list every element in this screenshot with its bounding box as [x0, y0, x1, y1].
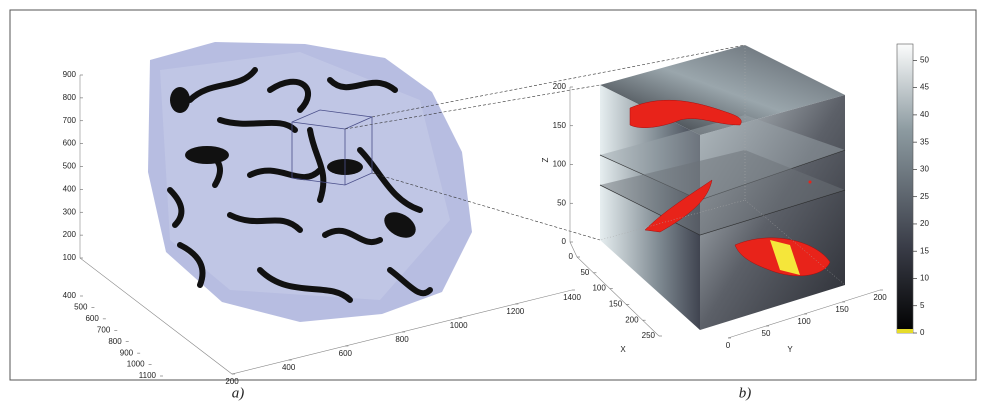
- caption: a): [232, 385, 245, 401]
- axis-label: Z: [541, 157, 550, 162]
- tick-label: 700: [97, 325, 111, 334]
- tick-label: 900: [120, 348, 134, 357]
- tick-label: 1000: [450, 321, 468, 330]
- colorbar-label: 30: [920, 165, 929, 174]
- tick-label: 200: [553, 82, 567, 91]
- tick-label: 1200: [506, 307, 524, 316]
- tick-label: 200: [225, 377, 239, 386]
- colorbar-label: 5: [920, 301, 925, 310]
- tick-label: 50: [580, 268, 589, 277]
- tick-label: 200: [63, 230, 77, 239]
- panel-b-render: [570, 44, 913, 338]
- tick-label: 100: [63, 253, 77, 262]
- tick-label: 50: [762, 329, 771, 338]
- colorbar-label: 25: [920, 192, 929, 201]
- tick-label: 400: [63, 291, 77, 300]
- colorbar-label: 20: [920, 219, 929, 228]
- colorbar-label: 35: [920, 137, 929, 146]
- figure: a) b) Z X Y 4005006007008009001000110020…: [0, 0, 987, 406]
- colorbar: [897, 44, 913, 333]
- tick-label: 0: [726, 341, 731, 350]
- tick-label: 200: [625, 315, 639, 324]
- tick-label: 200: [873, 293, 887, 302]
- caption: b): [739, 385, 752, 401]
- tick-label: 1100: [139, 371, 157, 380]
- tick-label: 150: [835, 305, 849, 314]
- tick-label: 800: [395, 335, 409, 344]
- colorbar-label: 0: [920, 328, 925, 337]
- tick-label: 800: [108, 337, 122, 346]
- colorbar-label: 15: [920, 246, 929, 255]
- tick-label: 1000: [127, 360, 145, 369]
- tick-label: 50: [557, 198, 566, 207]
- tick-label: 150: [609, 300, 623, 309]
- tick-label: 600: [85, 314, 99, 323]
- tick-label: 300: [63, 207, 77, 216]
- tick-label: 700: [63, 116, 77, 125]
- panel-a-render: [80, 42, 572, 374]
- tick-label: 150: [553, 121, 567, 130]
- colorbar-label: 10: [920, 274, 929, 283]
- tick-label: 600: [63, 139, 77, 148]
- tick-label: 500: [74, 303, 88, 312]
- tick-label: 800: [63, 93, 77, 102]
- tick-label: 400: [63, 184, 77, 193]
- tick-label: 400: [282, 363, 296, 372]
- colorbar-label: 50: [920, 55, 929, 64]
- tick-label: 0: [569, 252, 574, 261]
- tick-label: 250: [642, 331, 656, 340]
- axis-label: Y: [787, 345, 793, 354]
- tick-label: 100: [592, 284, 606, 293]
- tick-label: 500: [63, 162, 77, 171]
- colorbar-label: 45: [920, 83, 929, 92]
- tick-label: 600: [339, 349, 353, 358]
- tick-label: 1400: [563, 293, 581, 302]
- tick-label: 100: [797, 317, 811, 326]
- tick-label: 100: [553, 160, 567, 169]
- axis-label: X: [620, 345, 626, 354]
- tick-label: 0: [562, 237, 567, 246]
- colorbar-label: 40: [920, 110, 929, 119]
- tick-label: 900: [63, 70, 77, 79]
